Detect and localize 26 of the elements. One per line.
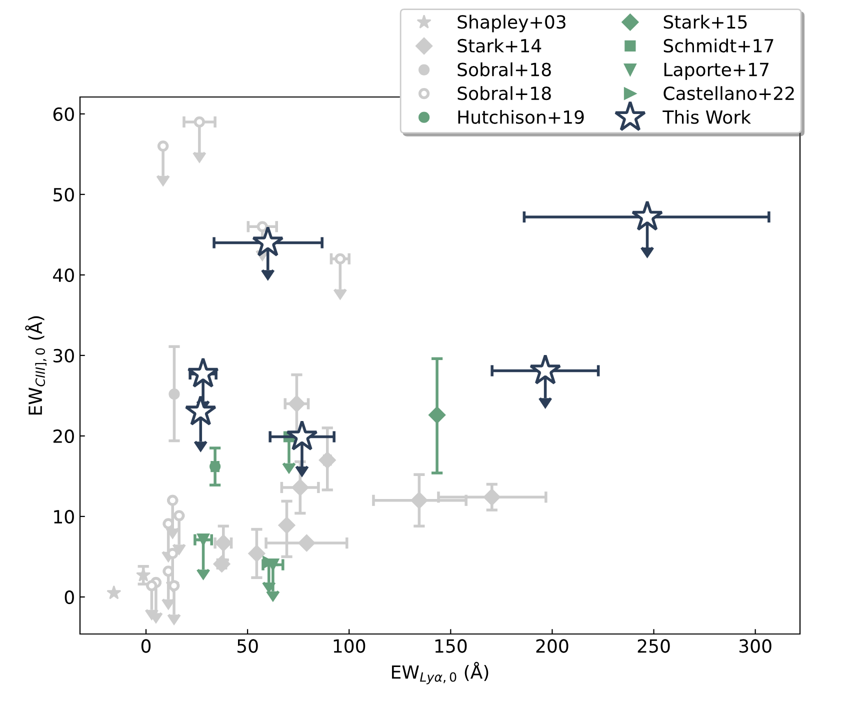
legend-label: Laporte+17	[664, 62, 768, 80]
y-tick-label: 10	[54, 510, 74, 524]
legend-label: Sobral+18	[458, 86, 551, 100]
x-tick-label: 200	[536, 639, 568, 653]
legend-label: Castellano+22	[664, 86, 794, 100]
legend-label: Schmidt+17	[664, 38, 774, 53]
legend-label: Shapley+03	[458, 14, 566, 32]
y-tick-label: 50	[54, 188, 74, 202]
y-tick-label: 60	[53, 107, 74, 122]
x-axis-title: EW$_{Lyα,0}$ (Å)	[392, 662, 488, 684]
x-tick-label: 0	[141, 639, 151, 653]
x-tick-label: 250	[638, 639, 670, 653]
legend-label: Stark+15	[664, 14, 747, 29]
y-tick-label: 0	[64, 590, 74, 604]
x-tick-label: 100	[334, 639, 366, 653]
x-tick-label: 150	[435, 639, 467, 653]
y-tick-label: 30	[54, 348, 74, 363]
x-tick-label: 50	[237, 639, 258, 653]
x-tick-label: 300	[739, 639, 772, 653]
y-tick-label: 40	[53, 268, 74, 282]
legend-label: Hutchison+19	[458, 110, 584, 124]
legend-label: Stark+14	[458, 38, 542, 53]
y-axis-title: EW$_{CIII],0}$ (Å)	[25, 316, 47, 415]
legend-label: This Work	[662, 110, 751, 124]
legend-label: Sobral+18	[458, 62, 551, 76]
y-tick-label: 20	[53, 429, 74, 444]
